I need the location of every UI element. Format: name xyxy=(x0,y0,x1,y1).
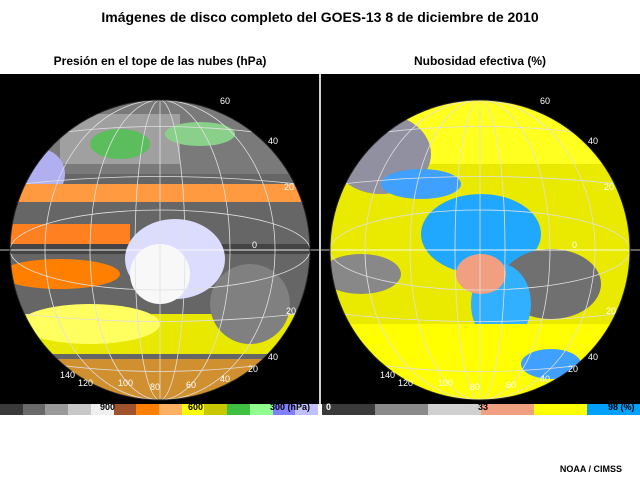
pressure-scale-label: 600 xyxy=(188,402,204,412)
grid-label-lon: 60 xyxy=(506,380,517,390)
pressure-scale-label: 900 xyxy=(100,402,116,412)
grid-label-lon: 100 xyxy=(118,378,134,388)
cloudiness-scale-label: 33 xyxy=(478,402,489,412)
grid-label-lon: 60 xyxy=(186,380,197,390)
grid-label-lat: 0 xyxy=(252,240,258,250)
grid-label-lon: 140 xyxy=(60,370,76,380)
grid-label-lat: 20 xyxy=(604,182,615,192)
color-scale-swatch xyxy=(249,404,273,415)
color-scale-swatch xyxy=(587,404,640,415)
grid-label-lat: 20 xyxy=(284,182,295,192)
grid-label-lon: 120 xyxy=(78,378,94,388)
grid-label-lat: 60 xyxy=(220,96,231,106)
color-scale-swatch xyxy=(295,404,319,415)
credit-text: NOAA / CIMSS xyxy=(559,464,622,474)
color-scale-swatch xyxy=(90,404,114,415)
cloud-top-pressure-image: 60 40 20 0 20 40 140 120 100 80 60 40 20 xyxy=(0,74,320,404)
grid-label-lat: 20 xyxy=(286,306,297,316)
color-scale-swatch xyxy=(481,404,534,415)
grid-label-lon: 80 xyxy=(470,382,481,392)
grid-label-lat: 60 xyxy=(540,96,551,106)
grid-label-lon: 140 xyxy=(380,370,396,380)
color-scale-swatch xyxy=(159,404,182,415)
pressure-color-scale xyxy=(0,404,319,415)
page-title: Imágenes de disco completo del GOES-13 8… xyxy=(101,9,539,25)
grid-label-lat: 40 xyxy=(268,352,279,362)
grid-label-lon: 120 xyxy=(398,378,414,388)
color-scale-swatch xyxy=(227,404,250,415)
color-scale-swatch xyxy=(45,404,69,415)
cloudiness-scale-label: 98 (%) xyxy=(608,402,635,412)
grid-label-lon: 20 xyxy=(248,364,259,374)
color-scale-swatch xyxy=(0,404,23,415)
color-scale-swatch xyxy=(534,404,587,415)
color-scale-swatch xyxy=(113,404,137,415)
grid-label-lon: 40 xyxy=(540,374,551,384)
effective-cloudiness-image: 60 40 20 0 20 40 140 120 100 80 60 40 20 xyxy=(321,74,640,404)
grid-label-lat: 40 xyxy=(588,352,599,362)
cloudiness-color-scale xyxy=(322,404,640,415)
color-scale-swatch xyxy=(375,404,428,415)
color-scale-swatch xyxy=(136,404,160,415)
left-panel-subtitle: Presión en el tope de las nubes (hPa) xyxy=(53,54,267,68)
grid-label-lon: 20 xyxy=(568,364,579,374)
color-scale-swatch xyxy=(181,404,205,415)
color-scale-swatch xyxy=(428,404,481,415)
pressure-scale-label: 300 (hPa) xyxy=(270,402,311,412)
grid-label-lat: 40 xyxy=(268,136,279,146)
grid-label-lat: 40 xyxy=(588,136,599,146)
panel-divider xyxy=(319,74,321,404)
right-panel-subtitle: Nubosidad efectiva (%) xyxy=(413,54,547,68)
grid-label-lon: 100 xyxy=(438,378,454,388)
grid-label-lat: 0 xyxy=(572,240,578,250)
color-scale-swatch xyxy=(322,404,375,415)
color-scale-swatch xyxy=(204,404,228,415)
grid-label-lon: 40 xyxy=(220,374,231,384)
cloudiness-scale-label: 0 xyxy=(326,402,332,412)
grid-label-lon: 80 xyxy=(150,382,161,392)
grid-label-lat: 20 xyxy=(606,306,617,316)
color-scale-swatch xyxy=(68,404,91,415)
color-scale-swatch xyxy=(272,404,296,415)
color-scale-swatch xyxy=(22,404,46,415)
